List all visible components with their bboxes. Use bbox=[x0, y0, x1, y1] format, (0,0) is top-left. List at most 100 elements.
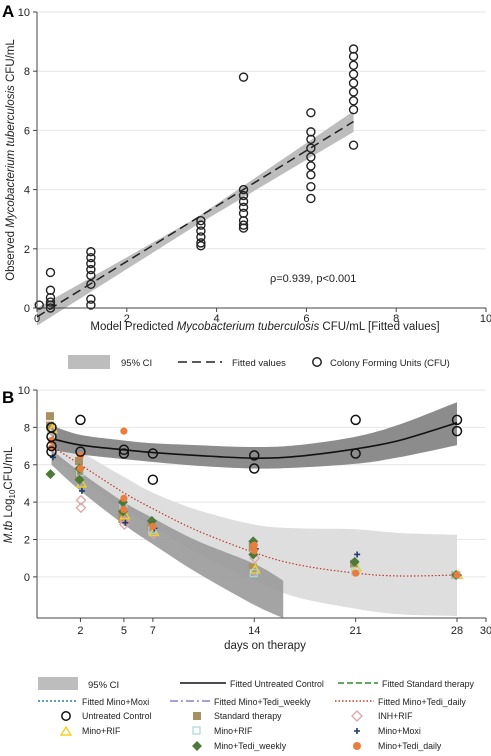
point-circle-7-12 bbox=[350, 414, 361, 426]
legend-b-ci-label: 95% CI bbox=[88, 680, 119, 691]
cfu-point-22 bbox=[238, 220, 249, 230]
point-circle-filled-6-11 bbox=[453, 571, 461, 579]
cfu-point-19 bbox=[196, 220, 206, 230]
cfu-point-20 bbox=[196, 215, 206, 226]
panel-b-y-axis-title: M.tb Log10CFU/mL bbox=[3, 446, 17, 543]
legend-a-ci-swatch bbox=[68, 355, 110, 369]
panel-b-x-axis-title: days on therapy bbox=[224, 640, 306, 652]
panel-a-x-axis-title: Model Predicted Mycobacterium tuberculos… bbox=[90, 321, 439, 333]
legend-b-untreated-label: Untreated Control bbox=[82, 711, 151, 721]
point-circle-7-7 bbox=[118, 448, 130, 459]
tick-label-b-x-30: 30 bbox=[480, 625, 491, 637]
tick-label-a-y-0: 0 bbox=[24, 303, 30, 315]
cfu-point-34 bbox=[306, 152, 316, 162]
cfu-point-39 bbox=[348, 140, 359, 150]
tick-label-a-x-4: 4 bbox=[214, 313, 220, 325]
tick-label-a-x-2: 2 bbox=[124, 313, 130, 325]
point-diamond-5-8 bbox=[349, 556, 360, 567]
cfu-point-6 bbox=[45, 267, 56, 278]
cfu-point-26 bbox=[238, 196, 249, 207]
cfu-point-45 bbox=[348, 60, 359, 70]
panel-b-standard-ci-band bbox=[51, 449, 284, 618]
legend-b-fitted-standard-label: Fitted Standard therapy bbox=[382, 679, 475, 689]
panel-a-correlation-annotation: ρ=0.939, p<0.001 bbox=[270, 273, 356, 285]
point-diamond-open-1-1 bbox=[75, 494, 87, 506]
point-square-open-3-4 bbox=[249, 569, 258, 578]
tick-label-b-y-0: 0 bbox=[24, 572, 30, 584]
point-circle-filled-6-2 bbox=[76, 451, 85, 460]
legend-a-fitted-label: Fitted values bbox=[232, 358, 286, 369]
cfu-point-43 bbox=[348, 78, 359, 88]
cfu-point-32 bbox=[306, 170, 316, 180]
tick-label-b-y-10: 10 bbox=[18, 385, 30, 397]
legend-a-cfu-label: Colony Forming Units (CFU) bbox=[330, 358, 450, 369]
panel-a-cfu-points bbox=[34, 44, 359, 313]
legend-b-fitted-tedi-daily-label: Fitted Mino+Tedi_daily bbox=[378, 697, 466, 707]
legend-b-mino-tedi-weekly-marker bbox=[192, 741, 202, 751]
legend-b-mino-rif-square-marker bbox=[192, 726, 201, 735]
point-circle-7-6 bbox=[118, 444, 130, 456]
panel-a-background bbox=[37, 12, 486, 308]
cfu-point-10 bbox=[86, 270, 96, 281]
point-circle-filled-6-3 bbox=[76, 464, 85, 473]
point-circle-7-5 bbox=[75, 446, 86, 457]
cfu-point-5 bbox=[45, 285, 56, 295]
tick-label-b-x-7: 7 bbox=[150, 625, 156, 637]
tick-label-a-x-6: 6 bbox=[303, 313, 309, 325]
cfu-point-42 bbox=[348, 87, 359, 97]
cfu-point-25 bbox=[238, 202, 249, 213]
legend-a-cfu-marker bbox=[312, 357, 322, 367]
tick-label-a-x-10: 10 bbox=[480, 313, 491, 325]
point-circle-filled-6-6 bbox=[120, 506, 128, 514]
panel-a-y-axis-title: Observed Mycobacterium tuberculosis CFU/… bbox=[5, 39, 17, 281]
tick-label-b-x-28: 28 bbox=[451, 625, 463, 637]
tick-label-b-y-2: 2 bbox=[24, 535, 30, 547]
point-triangle-open-2-4 bbox=[249, 563, 261, 574]
point-circle-7-9 bbox=[147, 474, 159, 485]
cfu-point-30 bbox=[306, 193, 316, 204]
legend-b-mino-tedi-weekly-label: Mino+Tedi_weekly bbox=[214, 741, 287, 751]
point-diamond-5-0 bbox=[45, 469, 56, 480]
legend-b-standard-label: Standard therapy bbox=[214, 711, 282, 721]
legend-b-fitted-untreated-label: Fitted Untreated Control bbox=[230, 679, 324, 689]
point-plus-4-1 bbox=[78, 487, 85, 494]
panel-b-y-ticks: 0 2 4 6 8 10 bbox=[18, 385, 37, 584]
legend-b-inh-rif-label: INH+RIF bbox=[378, 711, 413, 721]
panel-a-y-ticks: 0 2 4 6 8 10 bbox=[18, 7, 37, 315]
panel-b-label: B bbox=[2, 388, 14, 407]
tick-label-a-y-6: 6 bbox=[24, 125, 30, 137]
tick-label-a-y-2: 2 bbox=[24, 244, 30, 256]
point-circle-7-15 bbox=[451, 425, 463, 437]
cfu-point-35 bbox=[306, 143, 316, 153]
cfu-point-29 bbox=[238, 72, 249, 82]
cfu-point-40 bbox=[348, 104, 359, 115]
legend-b-mino-moxi-label: Mino+Moxi bbox=[378, 726, 421, 736]
legend-b-standard-marker bbox=[193, 712, 201, 720]
cfu-point-8 bbox=[86, 294, 96, 304]
cfu-point-33 bbox=[306, 161, 316, 171]
legend-b-mino-rif-triangle-marker bbox=[59, 725, 73, 736]
point-circle-7-11 bbox=[249, 463, 260, 474]
tick-label-a-y-4: 4 bbox=[24, 185, 30, 197]
legend-b-fitted-tedi-weekly-label: Fitted Mino+Tedi_weekly bbox=[214, 697, 311, 707]
point-diamond-5-2 bbox=[74, 474, 85, 485]
tick-label-b-y-6: 6 bbox=[24, 460, 30, 472]
point-circle-filled-6-8 bbox=[250, 541, 258, 549]
cfu-point-16 bbox=[196, 238, 206, 248]
cfu-point-41 bbox=[348, 96, 359, 106]
cfu-point-47 bbox=[348, 44, 359, 54]
cfu-point-38 bbox=[306, 107, 316, 118]
point-circle-7-2 bbox=[46, 446, 57, 457]
point-circle-7-10 bbox=[249, 450, 260, 461]
tick-label-b-x-21: 21 bbox=[350, 625, 362, 637]
cfu-point-7 bbox=[86, 300, 96, 310]
cfu-point-37 bbox=[306, 127, 316, 137]
cfu-point-44 bbox=[348, 69, 359, 79]
panel-b-fitted-tedi-daily-line bbox=[51, 445, 458, 577]
point-circle-7-1 bbox=[46, 440, 57, 452]
point-circle-filled-6-9 bbox=[250, 547, 258, 555]
panel-a-x-ticks: 0 2 4 6 8 10 bbox=[34, 308, 491, 325]
point-circle-7-4 bbox=[75, 414, 86, 426]
tick-label-b-y-4: 4 bbox=[24, 497, 30, 509]
